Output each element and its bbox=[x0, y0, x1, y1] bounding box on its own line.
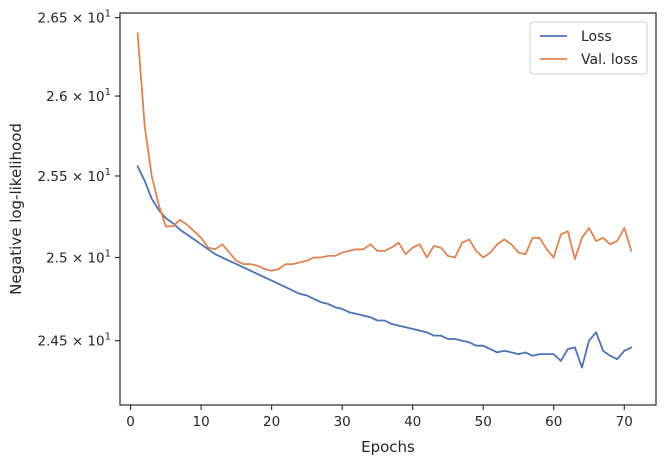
y-tick-label: 2.6 × 101 bbox=[46, 87, 111, 105]
legend-label-loss: Loss bbox=[581, 29, 612, 45]
series-line-loss bbox=[136, 165, 633, 369]
x-axis-ticks: 0 10 20 30 40 50 60 70 bbox=[126, 405, 633, 430]
legend-box bbox=[529, 21, 648, 75]
x-tick-label: 20 bbox=[263, 414, 280, 430]
y-axis-ticks: 2.45 × 101 2.5 × 101 2.55 × 101 2.6 × 101 2.… bbox=[37, 9, 120, 350]
y-tick-label: 2.45 × 101 bbox=[37, 332, 111, 350]
y-tick-label: 2.65 × 101 bbox=[37, 9, 111, 27]
series-line-val-loss bbox=[136, 32, 633, 272]
legend-label-val-loss: Val. loss bbox=[581, 52, 638, 68]
x-tick-label: 70 bbox=[616, 414, 633, 430]
plot-frame bbox=[119, 12, 657, 406]
y-tick-label: 2.5 × 101 bbox=[46, 249, 111, 267]
y-axis-label: Negative log-likelihood bbox=[7, 123, 25, 295]
x-tick-label: 10 bbox=[193, 414, 210, 430]
x-tick-label: 30 bbox=[334, 414, 351, 430]
x-tick-label: 0 bbox=[126, 414, 135, 430]
x-tick-label: 50 bbox=[475, 414, 492, 430]
legend: Loss Val. loss bbox=[529, 21, 648, 75]
y-tick-label: 2.55 × 101 bbox=[37, 167, 111, 185]
x-tick-label: 60 bbox=[545, 414, 562, 430]
series-layer bbox=[136, 32, 633, 369]
x-axis-label: Epochs bbox=[361, 438, 415, 456]
x-tick-label: 40 bbox=[404, 414, 421, 430]
